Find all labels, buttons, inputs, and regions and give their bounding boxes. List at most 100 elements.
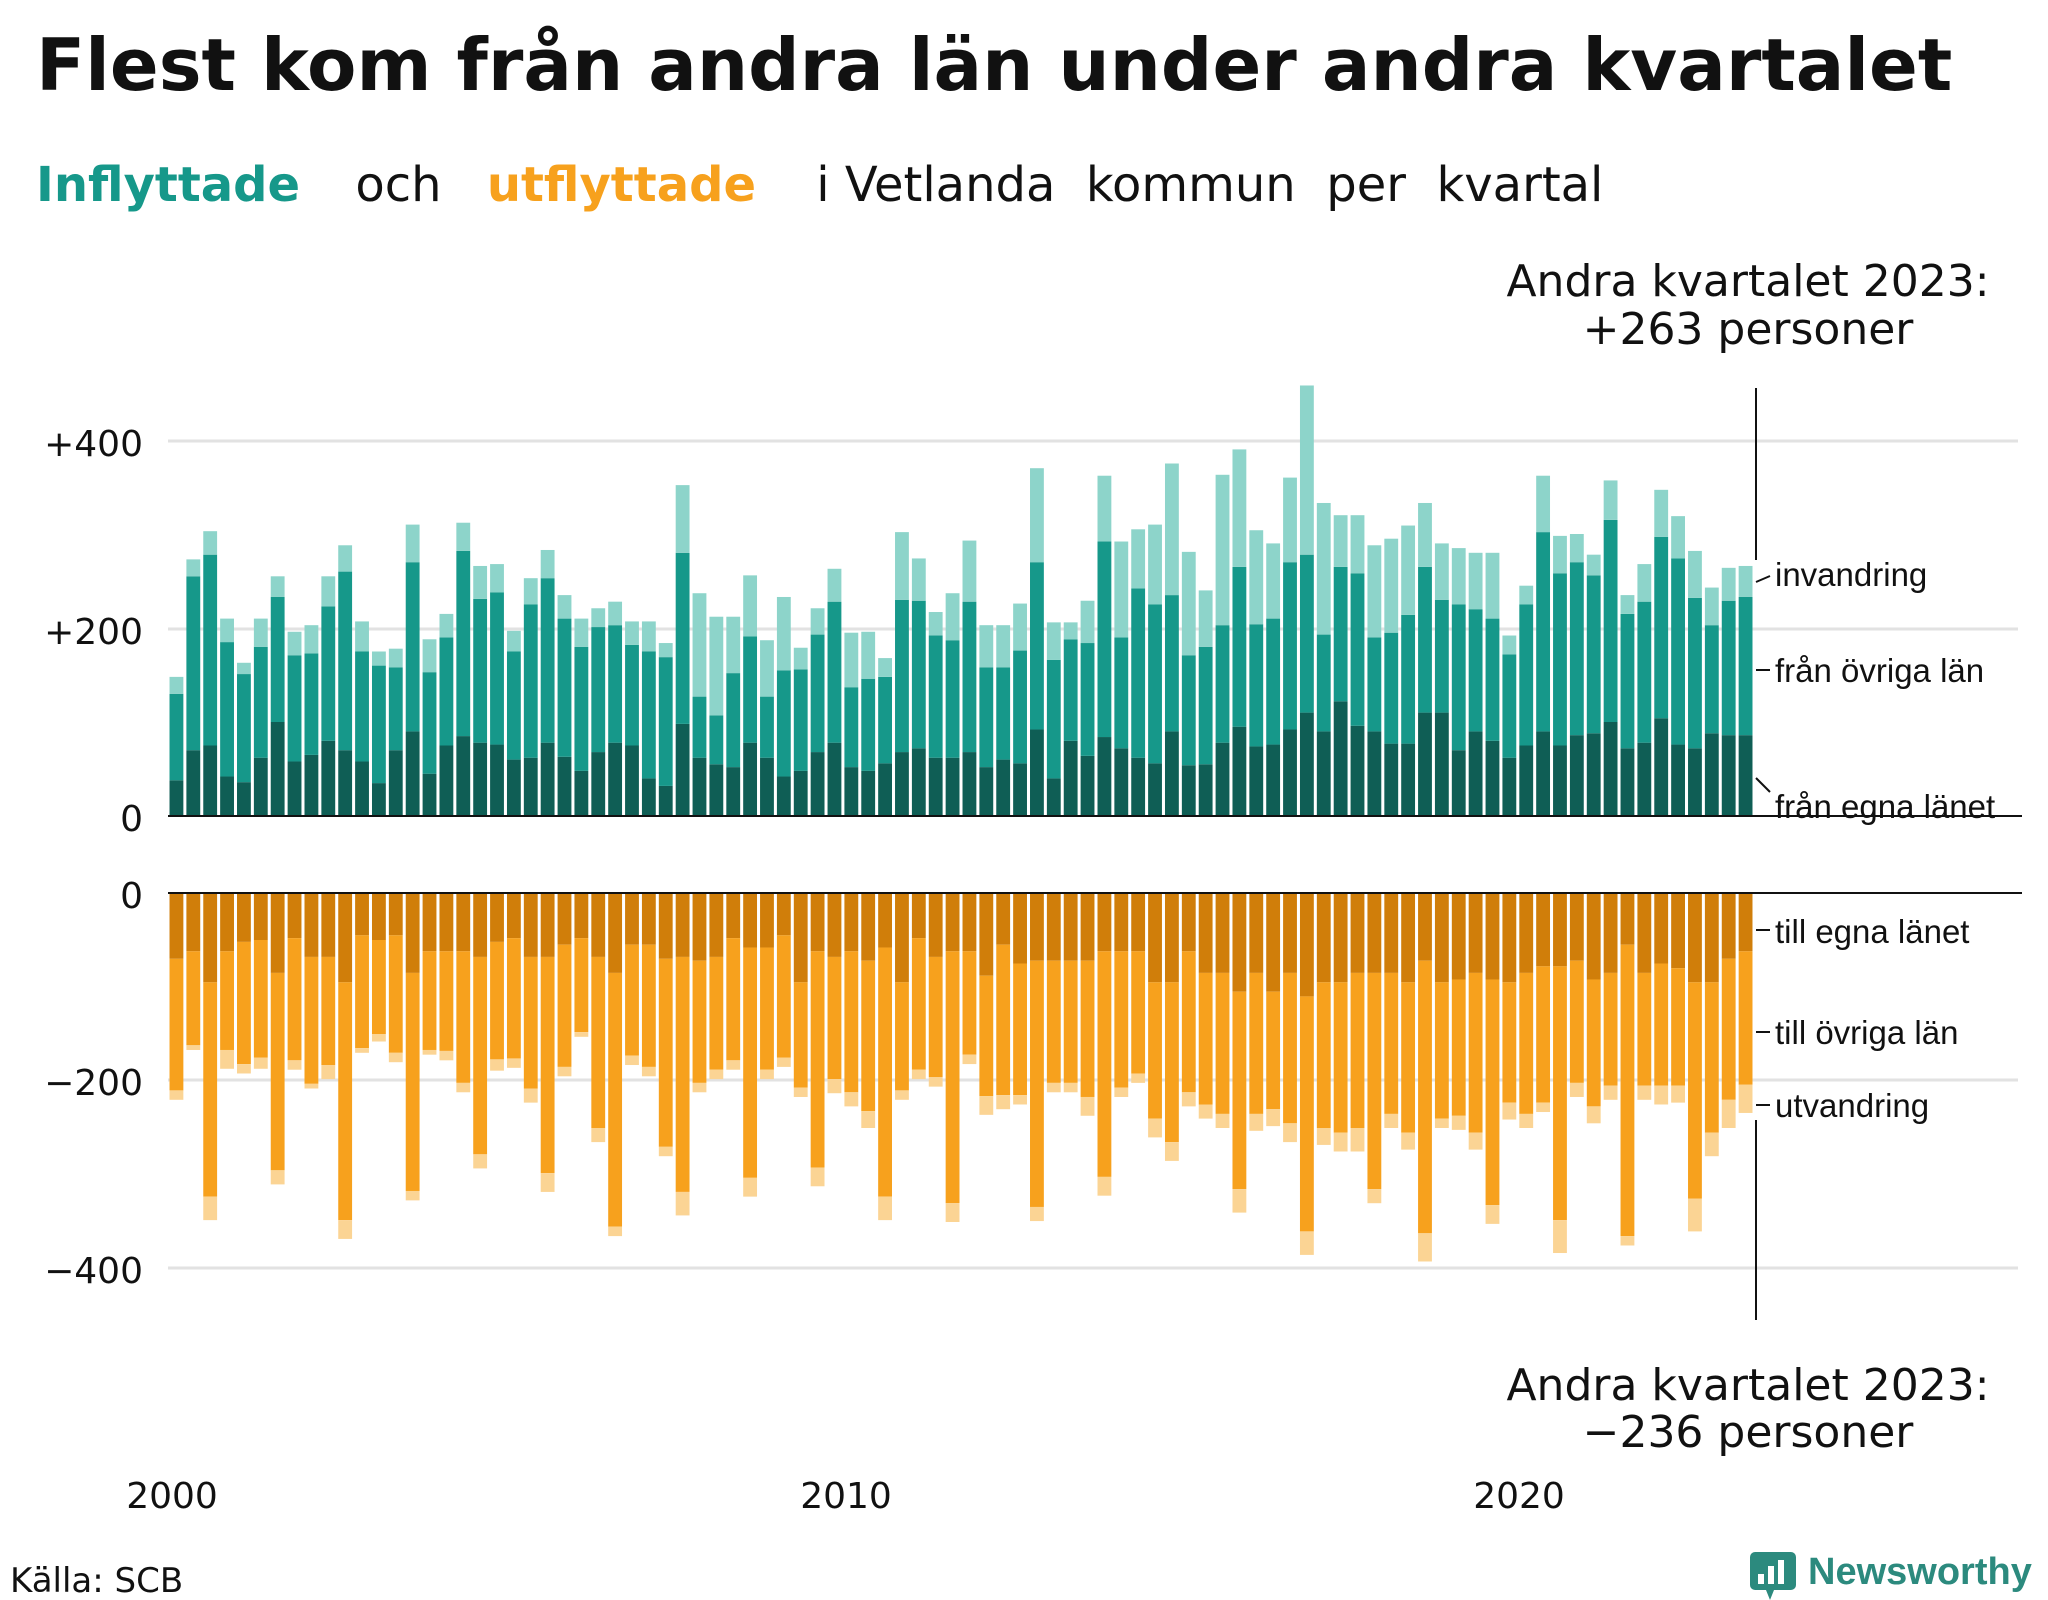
bar-in-other-83 bbox=[1569, 562, 1584, 736]
bar-out-own-46 bbox=[945, 893, 960, 952]
bar-out-abroad-69 bbox=[1333, 1132, 1348, 1152]
bar-out-other-36 bbox=[776, 935, 791, 1058]
bar-out-other-5 bbox=[253, 940, 268, 1058]
bar-out-own-74 bbox=[1418, 893, 1432, 961]
bar-in-abroad-29 bbox=[658, 643, 673, 658]
bar-out-abroad-18 bbox=[473, 1154, 488, 1169]
bar-in-abroad-35 bbox=[760, 640, 774, 697]
bar-in-other-80 bbox=[1519, 604, 1534, 746]
bar-out-other-60 bbox=[1181, 951, 1196, 1093]
bar-out-abroad-63 bbox=[1232, 1189, 1247, 1213]
xtick-2010: 2010 bbox=[800, 1476, 892, 1517]
bar-out-abroad-91 bbox=[1704, 1132, 1719, 1157]
bar-out-other-7 bbox=[287, 938, 302, 1061]
bar-out-own-89 bbox=[1671, 893, 1685, 969]
bar-out-own-50 bbox=[1013, 893, 1027, 964]
bar-out-own-1 bbox=[186, 893, 201, 952]
bar-out-own-73 bbox=[1401, 893, 1416, 983]
bar-in-abroad-73 bbox=[1401, 525, 1416, 615]
bar-in-own-72 bbox=[1384, 743, 1399, 816]
bar-out-own-52 bbox=[1046, 893, 1061, 961]
bar-in-abroad-26 bbox=[608, 601, 623, 626]
bar-out-own-20 bbox=[506, 893, 521, 939]
bar-out-own-83 bbox=[1569, 893, 1584, 961]
bar-in-other-41 bbox=[861, 678, 876, 771]
bar-out-abroad-79 bbox=[1502, 1102, 1517, 1120]
bar-in-abroad-19 bbox=[490, 564, 504, 593]
bar-out-other-40 bbox=[844, 951, 859, 1093]
bar-in-own-7 bbox=[287, 761, 302, 816]
bar-in-abroad-44 bbox=[911, 558, 926, 601]
bar-out-abroad-30 bbox=[675, 1191, 690, 1216]
bar-in-own-59 bbox=[1164, 731, 1179, 816]
bar-in-own-62 bbox=[1215, 742, 1230, 816]
bar-in-own-81 bbox=[1536, 731, 1551, 816]
bar-in-own-78 bbox=[1485, 740, 1500, 816]
bar-out-abroad-6 bbox=[270, 1170, 285, 1185]
bar-in-own-23 bbox=[557, 756, 572, 816]
bar-in-own-49 bbox=[996, 759, 1011, 816]
bar-out-other-10 bbox=[338, 982, 353, 1221]
bar-in-other-87 bbox=[1637, 601, 1652, 743]
bar-in-own-9 bbox=[321, 740, 336, 816]
bar-out-other-90 bbox=[1688, 982, 1702, 1199]
bar-in-other-10 bbox=[338, 571, 353, 751]
bar-out-abroad-83 bbox=[1569, 1082, 1584, 1097]
bar-in-other-52 bbox=[1046, 659, 1061, 779]
bar-in-abroad-55 bbox=[1097, 475, 1112, 542]
bar-out-own-43 bbox=[895, 893, 909, 983]
bar-in-own-90 bbox=[1688, 748, 1702, 816]
bar-in-abroad-87 bbox=[1637, 564, 1652, 602]
bar-in-abroad-2 bbox=[203, 531, 218, 555]
bar-out-other-65 bbox=[1266, 991, 1281, 1110]
bar-out-abroad-9 bbox=[321, 1065, 336, 1080]
bar-out-other-22 bbox=[540, 956, 555, 1174]
bar-in-own-42 bbox=[878, 763, 892, 816]
bar-out-other-29 bbox=[658, 958, 673, 1147]
bar-in-other-79 bbox=[1502, 654, 1517, 758]
bar-in-abroad-7 bbox=[287, 631, 302, 656]
bottom-ytick-minus200: −200 bbox=[44, 1063, 143, 1104]
bar-out-other-33 bbox=[726, 938, 741, 1061]
bar-out-other-25 bbox=[591, 956, 606, 1128]
bar-out-own-68 bbox=[1316, 893, 1331, 983]
bar-out-other-49 bbox=[996, 944, 1011, 1096]
bar-in-abroad-17 bbox=[456, 522, 471, 551]
bar-out-own-81 bbox=[1536, 893, 1551, 967]
bar-out-abroad-13 bbox=[388, 1052, 403, 1063]
bar-in-other-60 bbox=[1181, 655, 1196, 766]
bar-out-other-53 bbox=[1063, 960, 1078, 1083]
bar-in-other-85 bbox=[1603, 519, 1618, 722]
bar-out-other-69 bbox=[1333, 982, 1348, 1133]
bar-in-other-34 bbox=[743, 636, 758, 743]
subtitle-outflow: utflyttade bbox=[487, 157, 756, 213]
bar-in-abroad-61 bbox=[1198, 590, 1213, 647]
bar-out-other-28 bbox=[641, 944, 656, 1067]
chart-title: Flest kom från andra län under andra kva… bbox=[36, 23, 1952, 107]
bar-in-other-5 bbox=[253, 646, 268, 758]
bar-out-own-49 bbox=[996, 893, 1011, 945]
label-utvandring: utvandring bbox=[1775, 1087, 1929, 1124]
bar-out-other-51 bbox=[1030, 960, 1044, 1207]
bar-in-own-65 bbox=[1266, 744, 1281, 816]
bar-in-other-18 bbox=[473, 598, 488, 743]
bar-out-abroad-39 bbox=[827, 1079, 842, 1094]
bar-in-other-20 bbox=[506, 651, 521, 760]
bar-out-other-15 bbox=[422, 951, 437, 1050]
bar-out-other-45 bbox=[928, 956, 943, 1078]
bar-in-abroad-23 bbox=[557, 595, 572, 619]
bar-out-abroad-76 bbox=[1451, 1115, 1466, 1130]
bar-out-other-0 bbox=[169, 958, 184, 1091]
bar-out-other-6 bbox=[270, 972, 285, 1171]
label-till-ovriga: till övriga län bbox=[1775, 1014, 1958, 1051]
bar-in-other-58 bbox=[1148, 604, 1162, 764]
bar-out-abroad-78 bbox=[1485, 1205, 1500, 1224]
bar-in-abroad-24 bbox=[574, 618, 589, 647]
bar-out-abroad-51 bbox=[1030, 1206, 1044, 1222]
bar-in-other-4 bbox=[237, 674, 251, 783]
bar-out-other-4 bbox=[237, 941, 251, 1065]
bar-in-abroad-92 bbox=[1721, 567, 1736, 601]
bar-out-own-85 bbox=[1603, 893, 1618, 973]
bar-in-own-1 bbox=[186, 750, 201, 816]
bar-in-abroad-69 bbox=[1333, 515, 1348, 567]
